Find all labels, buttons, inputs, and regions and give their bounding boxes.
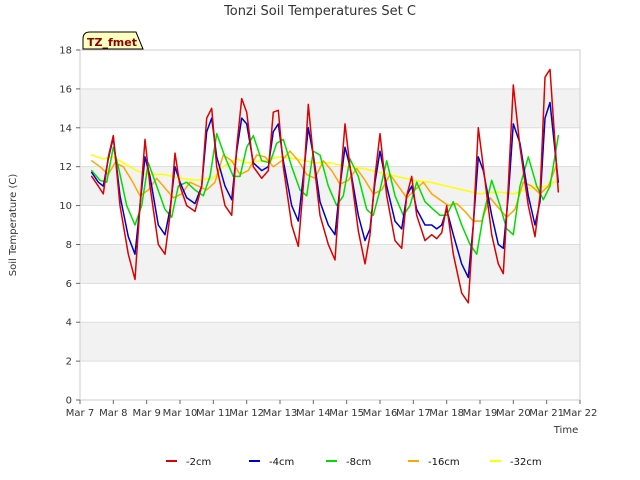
grid-bands <box>80 50 580 401</box>
series-line-minus-4cm <box>90 101 560 279</box>
x-tick-label: Mar 16 <box>363 408 398 419</box>
grid-band <box>80 322 580 362</box>
x-tick-label: Mar 7 <box>66 408 94 419</box>
legend: -2cm -4cm -8cm -16cm -32cm <box>166 457 542 468</box>
y-tick-label: 12 <box>59 162 72 173</box>
y-tick-label: 14 <box>59 123 72 134</box>
x-tick-label: Mar 9 <box>132 408 160 419</box>
grid-band <box>80 166 580 206</box>
grid-band <box>80 50 580 89</box>
y-tick-label: 18 <box>59 46 72 57</box>
x-tick-label: Mar 20 <box>496 408 531 419</box>
legend-label: -2cm <box>186 457 211 468</box>
y-tick-label: 8 <box>66 240 72 251</box>
y-axis-title: Soil Temperature (C) <box>8 174 19 277</box>
x-tick-label: Mar 12 <box>229 408 264 419</box>
y-tick-label: 6 <box>66 279 72 290</box>
x-tick-label: Mar 13 <box>263 408 298 419</box>
grid-band <box>80 127 580 167</box>
x-tick-label: Mar 22 <box>563 408 598 419</box>
legend-label: -32cm <box>510 457 542 468</box>
x-tick-label: Mar 11 <box>196 408 231 419</box>
y-axis: 0 2 4 6 8 10 12 14 16 18 <box>59 46 80 407</box>
x-tick-label: Mar 8 <box>99 408 127 419</box>
y-tick-label: 16 <box>59 84 72 95</box>
x-axis-title: Time <box>553 425 578 436</box>
site-label: TZ_fmet <box>87 36 137 49</box>
y-tick-label: 10 <box>59 201 72 212</box>
x-tick-label: Mar 17 <box>396 408 431 419</box>
chart-title: Tonzi Soil Temperatures Set C <box>223 4 416 19</box>
plot-frame <box>79 49 581 401</box>
series-layer <box>90 68 560 304</box>
x-tick-label: Mar 18 <box>429 408 464 419</box>
x-tick-label: Mar 10 <box>163 408 198 419</box>
series-line-minus-16cm <box>90 150 558 222</box>
legend-label: -8cm <box>346 457 371 468</box>
x-tick-label: Mar 19 <box>463 408 498 419</box>
x-tick-label: Mar 21 <box>529 408 564 419</box>
y-tick-label: 0 <box>66 396 72 407</box>
x-tick-label: Mar 14 <box>296 408 331 419</box>
y-tick-label: 4 <box>66 318 72 329</box>
grid-band <box>80 361 580 400</box>
site-label-background <box>82 31 144 50</box>
y-tick-label: 2 <box>66 357 72 368</box>
series-line-minus-2cm <box>90 68 560 304</box>
x-tick-label: Mar 15 <box>329 408 364 419</box>
series-line-minus-8cm <box>90 132 560 255</box>
site-label-box: TZ_fmet <box>82 31 144 50</box>
legend-label: -16cm <box>428 457 460 468</box>
grid-band <box>80 283 580 323</box>
grid-band <box>80 88 580 128</box>
legend-label: -4cm <box>269 457 294 468</box>
